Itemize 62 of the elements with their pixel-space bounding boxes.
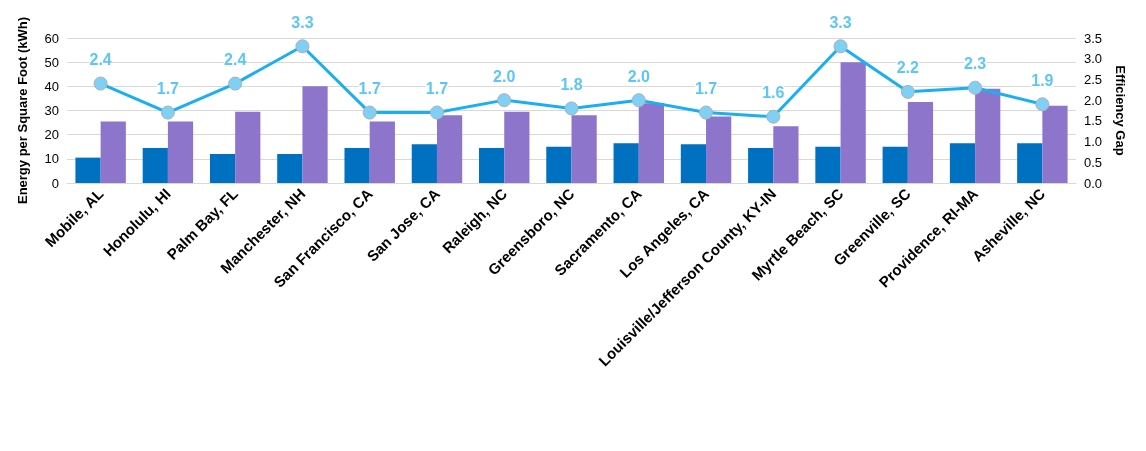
bar [142,147,168,183]
bar [167,121,194,183]
bar [975,88,1001,183]
bar [277,154,303,183]
data-label: 3.3 [291,13,314,31]
bar [680,144,707,183]
y-axis-title: Energy per Square Foot (kWh) [15,16,30,205]
y-tick-label: 20 [44,127,59,143]
data-label: 2.3 [963,55,987,73]
y2-tick-label: 1.5 [1084,113,1103,129]
data-label: 2.4 [224,51,247,69]
y-tick-label: 50 [44,54,59,70]
bar [882,146,908,183]
data-label: 3.3 [829,13,852,31]
y2-axis-title: Efficiency Gap [1113,65,1128,156]
y2-tick-label: 3.5 [1084,30,1103,46]
data-label: 1.6 [762,84,785,102]
bar [436,115,463,183]
bar [748,147,774,183]
data-label: 2.4 [89,51,112,69]
bar [840,62,866,183]
bar [411,144,437,183]
data-label: 1.8 [560,75,583,93]
bar [209,154,236,183]
y-tick-label: 60 [44,30,59,46]
data-label: 2.0 [493,67,516,85]
bar [302,86,328,183]
y-tick-label: 30 [44,103,59,118]
bar [815,146,841,183]
bar [546,146,572,183]
bar [571,115,597,183]
bar [235,111,261,183]
bar [344,147,370,183]
data-label: 1.7 [156,80,180,98]
y2-tick-label: 1.0 [1084,134,1103,150]
bar [369,121,395,183]
y2-tick-label: 3.0 [1084,51,1103,67]
y2-tick-label: 0.0 [1084,175,1103,191]
y-tick-label: 10 [44,151,59,167]
bar [1017,143,1043,183]
data-label: 2.0 [627,67,650,85]
y2-tick-label: 2.0 [1084,92,1103,108]
bar [638,103,664,183]
bar [706,116,732,183]
bar [479,147,505,183]
data-label: 2.2 [896,59,920,77]
y-tick-label: 40 [44,78,59,94]
bar [907,102,934,183]
data-label: 1.7 [694,80,718,98]
data-label: 1.9 [1031,71,1054,89]
bar [949,143,976,183]
data-label: 1.7 [358,80,381,98]
bar [613,143,639,183]
bar [100,121,126,183]
data-label: 1.7 [425,80,449,98]
bar [773,126,799,183]
y2-tick-label: 2.5 [1084,71,1103,87]
bar [504,111,530,183]
bar [75,157,101,183]
y2-tick-label: 0.5 [1084,154,1103,170]
bar [1042,105,1068,183]
y-tick-label: 0 [51,175,59,191]
